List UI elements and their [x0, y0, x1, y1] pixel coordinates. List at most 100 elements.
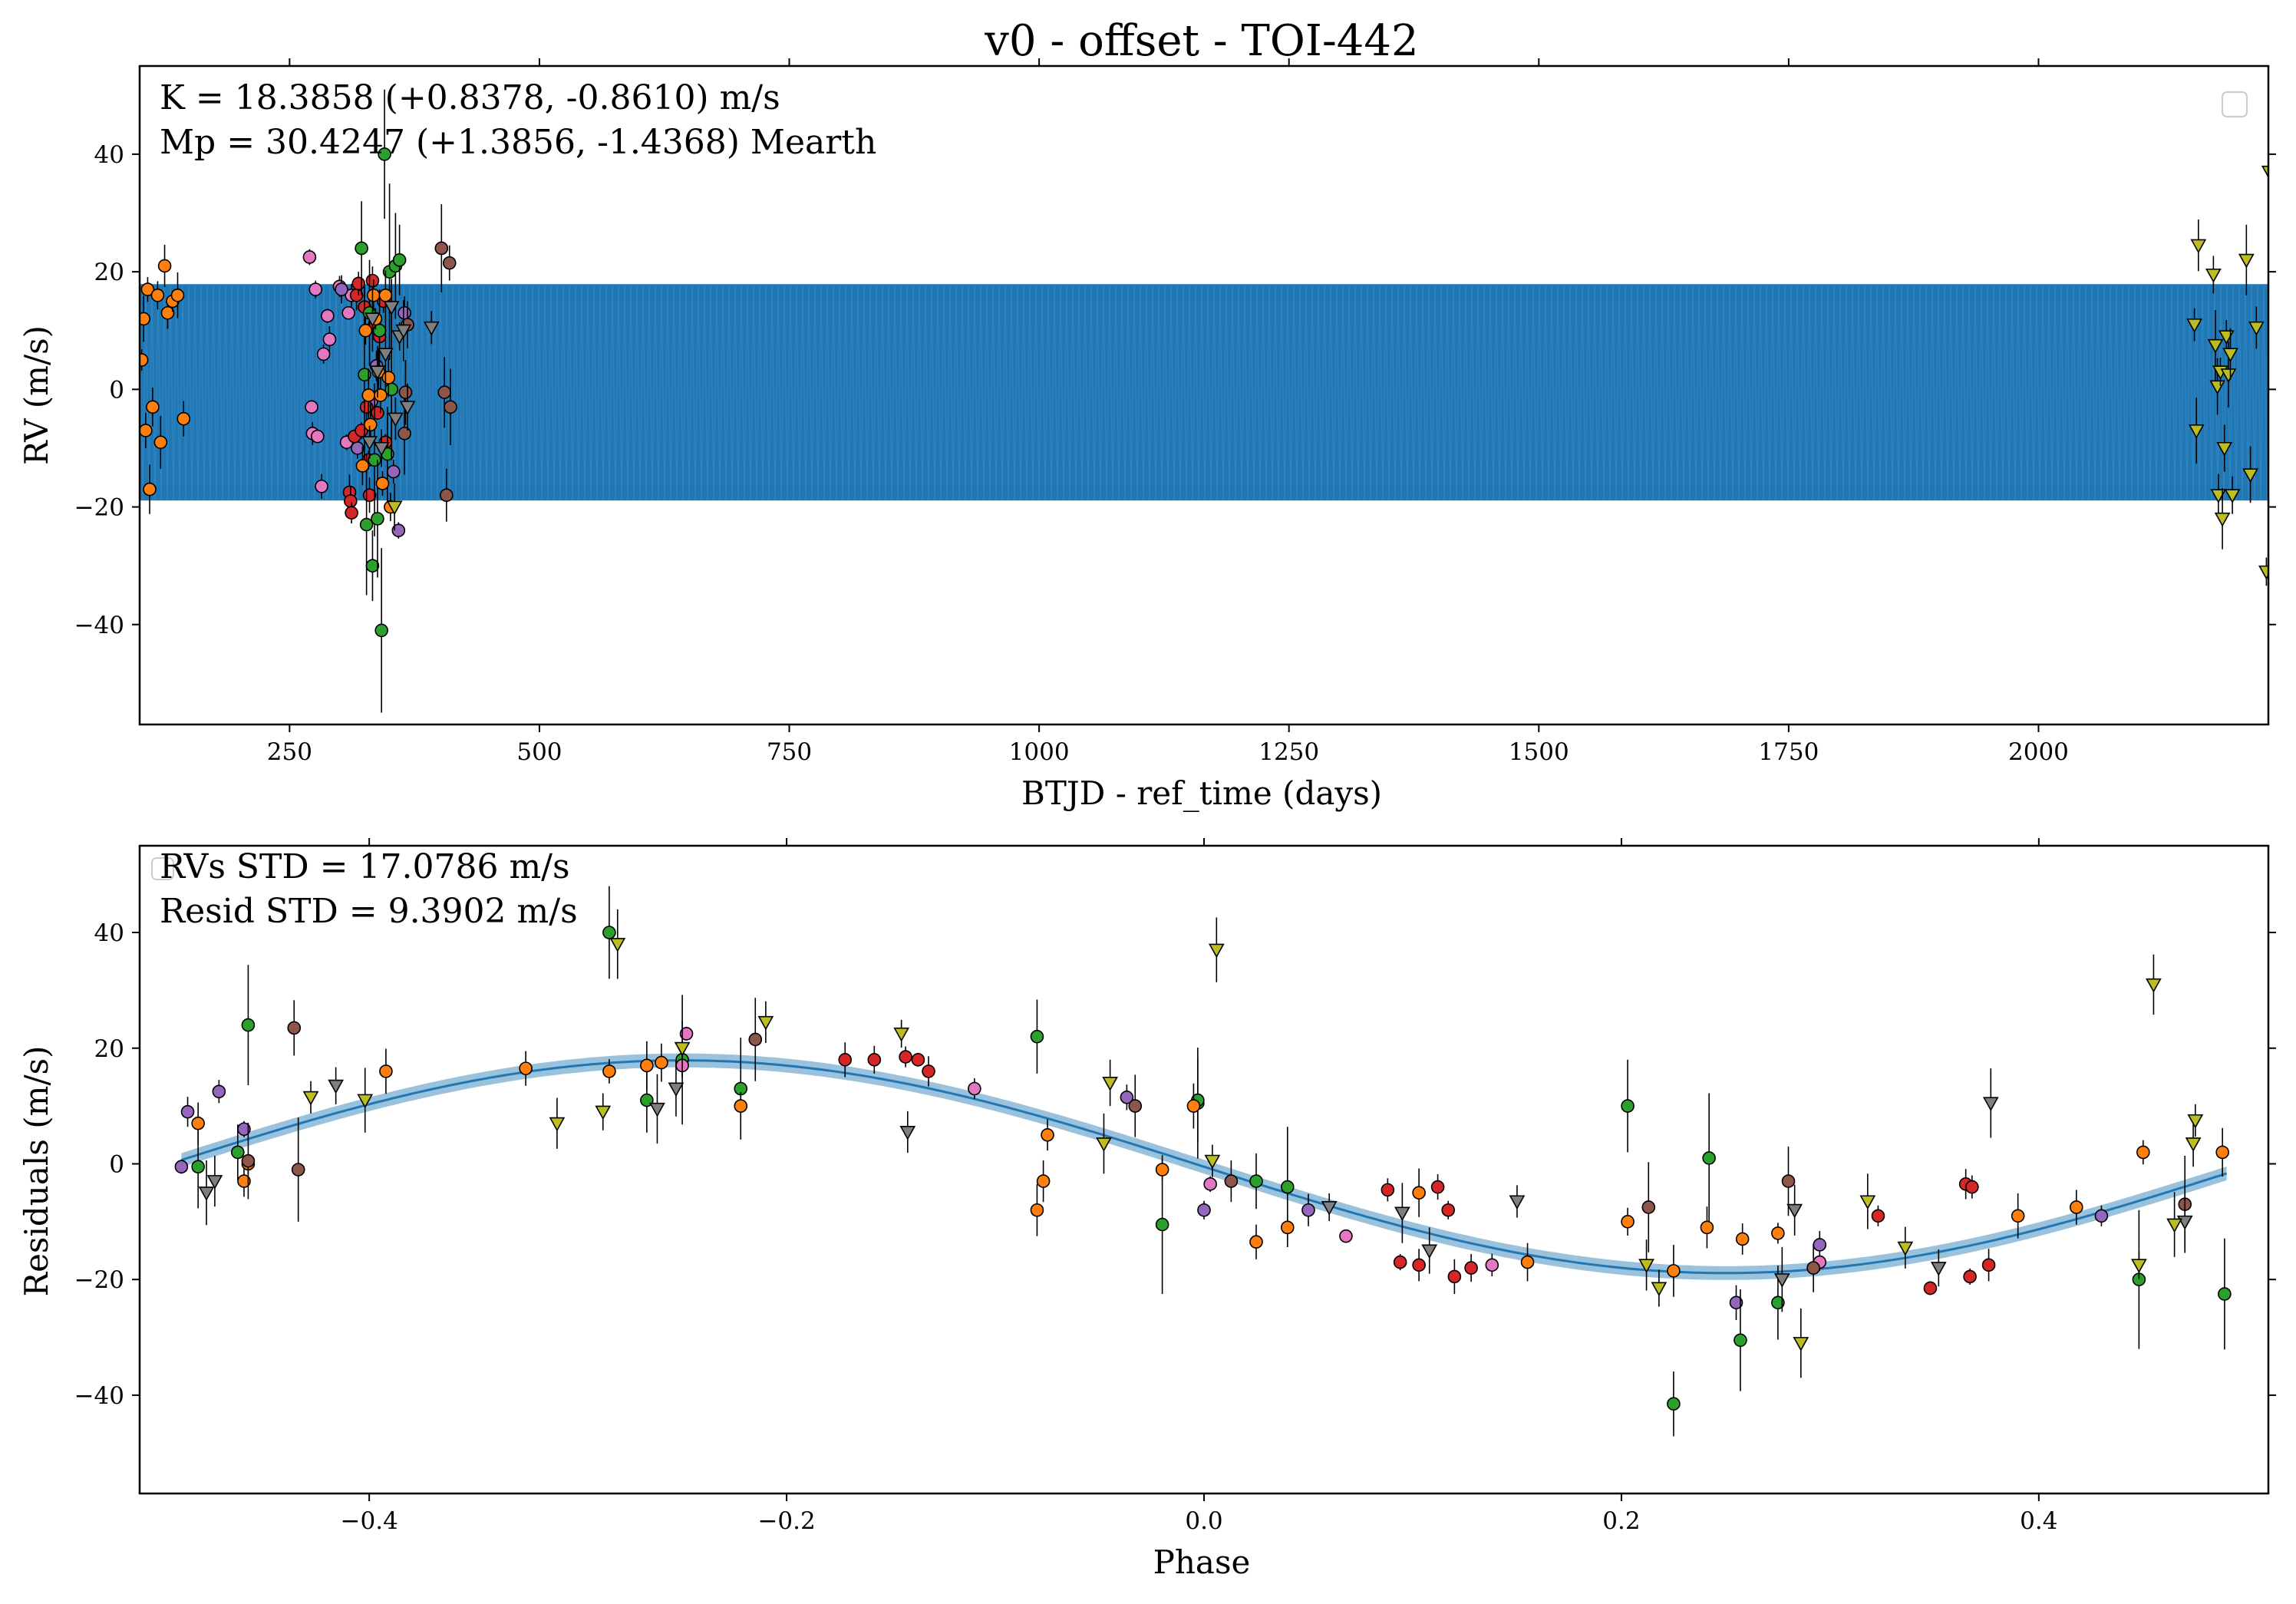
rv-data-point: [440, 488, 454, 503]
rv-xtick-label: 1000: [1009, 738, 1070, 766]
phase-data-point: [1280, 1180, 1295, 1194]
phase-data-point: [1897, 1241, 1914, 1256]
phase-data-point: [1224, 1174, 1239, 1188]
phase-data-point: [379, 1064, 393, 1078]
phase-data-point: [1734, 1333, 1747, 1348]
phase-data-point: [302, 1091, 319, 1106]
phase-data-point: [1393, 1255, 1407, 1269]
phase-data-point: [655, 1055, 668, 1070]
phase-data-point: [922, 1064, 935, 1078]
phase-data-point: [1203, 1177, 1217, 1191]
rv-data-point: [2186, 318, 2202, 333]
rv-model-curve: [140, 284, 2268, 501]
phase-data-point: [1381, 1183, 1395, 1197]
phase-data-point: [1771, 1226, 1785, 1240]
rv-data-point: [335, 282, 348, 296]
rv-data-point: [355, 459, 370, 473]
rv-data-point: [384, 382, 398, 397]
rv-data-point: [366, 288, 381, 302]
rv-data-point: [365, 312, 381, 328]
phase-data-point: [1485, 1258, 1499, 1272]
phase-data-point: [231, 1145, 245, 1160]
phase-ytick-label: 20: [94, 1035, 124, 1063]
phase-data-point: [595, 1105, 612, 1120]
rv-data-point: [362, 488, 377, 503]
phase-data-point: [1036, 1174, 1051, 1188]
rv-data-point: [378, 147, 391, 161]
rv-data-point: [391, 523, 406, 537]
rv-data-point: [2214, 512, 2231, 527]
phase-data-point: [1651, 1282, 1668, 1297]
phase-data-point: [679, 1027, 694, 1041]
phase-data-point: [1249, 1174, 1263, 1188]
phase-data-point: [1197, 1203, 1211, 1217]
phase-data-point: [2011, 1209, 2025, 1223]
rv-data-point: [2207, 338, 2224, 354]
residuals-phase-panel: −0.4 −0.2 0.0 0.2 0.4 −40 −20 0 20 40 RVs STD = 1…: [18, 838, 2276, 1581]
rv-data-point: [392, 253, 407, 267]
planet-mass-annotation: Mp = 30.4247 (+1.3856, -1.4368) Mearth: [160, 123, 876, 162]
phase-model-line: [180, 1059, 2228, 1275]
rv-data-point: [321, 309, 335, 323]
phase-data-point: [1441, 1203, 1455, 1217]
phase-data-point: [1204, 1154, 1221, 1170]
rv-data-point: [316, 347, 331, 361]
rv-data-point: [302, 250, 317, 264]
rv-data-point: [351, 276, 366, 291]
phase-legend-box: [151, 857, 174, 880]
phase-data-point: [1729, 1295, 1743, 1310]
rv-xtick-label: 1250: [1259, 738, 1319, 766]
rv-data-point: [341, 305, 355, 320]
phase-data-point: [1641, 1200, 1656, 1214]
phase-data-point: [1806, 1261, 1820, 1275]
rv-data-point: [437, 385, 452, 399]
rv-data-point: [150, 288, 165, 302]
rv-xtick-label: 250: [267, 738, 312, 766]
rv-data-point: [373, 441, 390, 457]
phase-data-point: [748, 1032, 763, 1047]
phase-data-point: [1128, 1099, 1143, 1113]
phase-data-point: [1638, 1259, 1654, 1273]
phase-data-point: [1120, 1091, 1134, 1104]
phase-data-point: [212, 1084, 226, 1099]
phase-data-point: [1700, 1220, 1714, 1235]
phase-data-point: [1793, 1337, 1809, 1352]
rv-data-point: [2205, 268, 2222, 283]
phase-data-point: [1982, 1097, 1999, 1111]
phase-xtick-label: 0.0: [1185, 1507, 1222, 1535]
phase-data-point: [1859, 1195, 1876, 1210]
rv-series-8: [386, 165, 2268, 586]
phase-data-point: [1464, 1261, 1478, 1275]
rv-data-point: [395, 324, 412, 339]
rv-data-point: [398, 426, 411, 441]
rv-xtick-label: 1750: [1758, 738, 1819, 766]
phase-series-6: [198, 1061, 2193, 1312]
rv-data-point: [143, 482, 157, 497]
rv-data-point: [2238, 253, 2255, 269]
phase-series-5: [241, 998, 2192, 1292]
phase-data-point: [206, 1175, 223, 1190]
phase-data-point: [602, 926, 616, 939]
phase-data-point: [2185, 1137, 2202, 1152]
rv-data-point: [322, 332, 337, 347]
rv-data-point: [374, 388, 388, 402]
phase-data-point: [674, 1041, 691, 1057]
phase-yaxis-label: Residuals (m/s): [18, 1045, 55, 1296]
phase-data-point: [1280, 1220, 1295, 1235]
phase-xaxis-label: Phase: [1153, 1543, 1251, 1581]
rv-data-point: [355, 241, 368, 256]
rv-axes-frame: [138, 64, 2270, 726]
phase-series-3: [838, 1042, 1996, 1295]
rv-time-panel: 250 500 750 1000 1250 1500 1750 2000 −40 −20 0 20 40…: [18, 58, 2276, 812]
phase-data-point: [2215, 1145, 2229, 1160]
rv-data-point: [351, 441, 365, 455]
phase-ytick-label: 40: [94, 919, 124, 947]
rv-data-point: [311, 429, 325, 444]
rv-xtick-label: 750: [767, 738, 812, 766]
phase-data-point: [640, 1058, 654, 1073]
phase-data-point: [1781, 1174, 1796, 1188]
rv-data-point: [365, 559, 380, 573]
rv-data-point: [349, 288, 364, 302]
phase-data-point: [1394, 1206, 1410, 1222]
phase-data-point: [1339, 1229, 1353, 1243]
